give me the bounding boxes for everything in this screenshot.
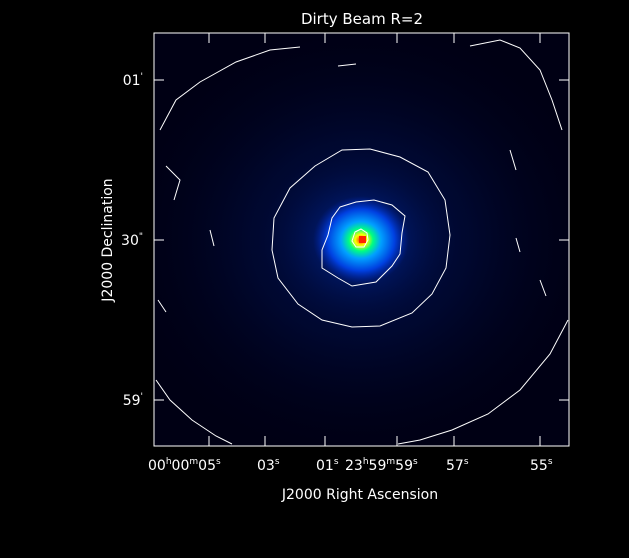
contours <box>155 39 569 445</box>
contour-upper-arc <box>159 46 357 131</box>
beam-image <box>154 33 569 446</box>
contour-lower-right-arc <box>397 319 569 445</box>
contour-outer <box>271 148 451 328</box>
y-tick-label-30: 30" <box>121 232 143 249</box>
y-ticks <box>154 79 569 401</box>
contour-upper-right-arc <box>469 39 563 131</box>
x-tick-label-57s: 57s <box>446 457 469 474</box>
contour-left-fragments <box>157 165 215 313</box>
x-tick-label-00h00m05s: 00h00m05s <box>148 457 221 474</box>
x-tick-label-01s: 01s <box>316 457 339 474</box>
x-axis-label: J2000 Right Ascension <box>281 487 438 503</box>
x-tick-label-55s: 55s <box>530 457 553 474</box>
x-tick-label-03s: 03s <box>257 457 280 474</box>
contour-lower-left-arc <box>155 379 233 445</box>
contour-mid <box>321 199 406 287</box>
contour-right-fragments <box>509 149 547 297</box>
y-axis-label: J2000 Declination <box>100 178 116 302</box>
x-ticks <box>208 33 541 446</box>
chart-title: Dirty Beam R=2 <box>301 10 423 28</box>
contour-inner <box>351 228 369 248</box>
y-tick-label-01: 01' <box>123 72 143 89</box>
y-tick-label-59: 59' <box>123 392 143 409</box>
x-tick-label-23h59m59s: 23h59m59s <box>345 457 418 474</box>
peak-pixel <box>359 236 366 243</box>
